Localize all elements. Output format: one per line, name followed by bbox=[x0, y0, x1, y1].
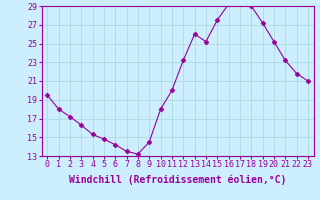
X-axis label: Windchill (Refroidissement éolien,°C): Windchill (Refroidissement éolien,°C) bbox=[69, 175, 286, 185]
